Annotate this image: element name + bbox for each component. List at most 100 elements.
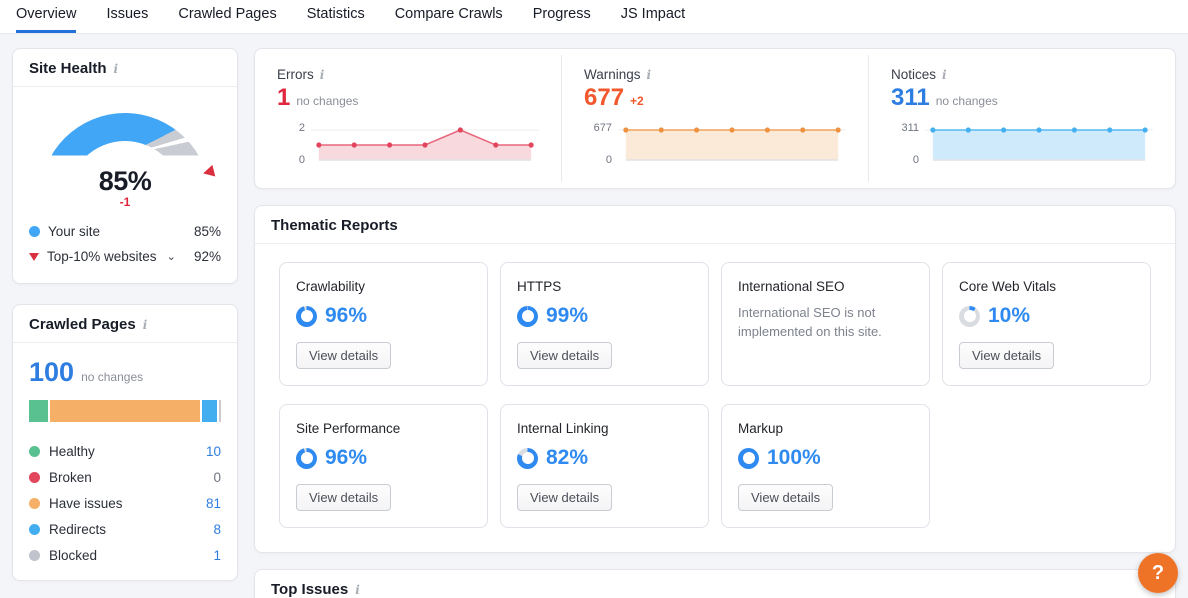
warnings-ymax-label: 677 (593, 122, 612, 134)
errors-trend-chart[interactable] (311, 122, 539, 166)
notices-label[interactable]: Notices (891, 67, 937, 82)
notices-count[interactable]: 311 (891, 84, 930, 111)
site-health-title: Site Health (29, 60, 107, 77)
warnings-section: Warnings i 677 +2 677 0 (561, 55, 868, 182)
info-icon[interactable]: i (113, 61, 119, 76)
healthy-value[interactable]: 10 (205, 443, 221, 459)
tab-overview[interactable]: Overview (16, 0, 77, 33)
international-seo-note: International SEO is not implemented on … (738, 305, 882, 339)
issues-summary-card: Errors i 1 no changes 2 0 Warnings (254, 48, 1176, 189)
info-icon[interactable]: i (355, 582, 360, 597)
notices-ymax-label: 311 (901, 122, 919, 134)
bar-segment-have-issues[interactable] (49, 400, 201, 422)
progress-ring-icon (517, 305, 538, 327)
thematic-card-title: Internal Linking (517, 421, 609, 436)
healthy-label: Healthy (49, 443, 95, 459)
tab-js-impact[interactable]: JS Impact (620, 6, 686, 22)
view-details-button[interactable]: View details (738, 484, 834, 511)
thematic-card-title: Markup (738, 421, 784, 436)
thematic-score: 99% (546, 304, 589, 327)
bar-segment-blocked[interactable] (219, 400, 221, 422)
top-issues-title: Top Issues (271, 581, 349, 598)
legend-your-site: Your site 85% (29, 219, 221, 244)
notices-section: Notices i 311 no changes 311 0 (868, 55, 1175, 182)
thematic-card-title: Core Web Vitals (959, 279, 1057, 294)
warnings-count[interactable]: 677 (584, 84, 625, 111)
crawled-pages-title: Crawled Pages (29, 316, 136, 333)
view-details-button[interactable]: View details (517, 342, 613, 369)
site-health-score: 85% (98, 166, 152, 196)
errors-section: Errors i 1 no changes 2 0 (255, 55, 561, 182)
thematic-reports-card: Thematic Reports Crawlability 96% View d… (254, 205, 1176, 553)
thematic-score: 100% (767, 446, 821, 469)
view-details-button[interactable]: View details (296, 342, 392, 369)
tab-issues[interactable]: Issues (106, 6, 149, 22)
legend-broken: Broken 0 (29, 464, 221, 490)
warnings-change: +2 (630, 94, 644, 108)
info-icon[interactable]: i (142, 317, 148, 332)
notices-trend-chart[interactable] (925, 122, 1153, 166)
view-details-button[interactable]: View details (959, 342, 1055, 369)
have-issues-dot-icon (29, 497, 40, 509)
notices-change: no changes (935, 94, 998, 108)
progress-ring-icon (738, 447, 759, 469)
bar-segment-redirects[interactable] (202, 400, 218, 422)
top10-triangle-icon (29, 252, 39, 261)
crawled-pages-bar[interactable] (29, 400, 221, 422)
legend-blocked: Blocked 1 (29, 542, 221, 568)
blocked-value[interactable]: 1 (213, 547, 221, 563)
errors-label[interactable]: Errors (277, 67, 314, 82)
legend-top10-websites[interactable]: Top-10% websites ⌄ 92% (29, 244, 221, 269)
notices-ymin-label: 0 (912, 154, 919, 166)
tab-compare-crawls[interactable]: Compare Crawls (394, 6, 503, 22)
top10-label: Top-10% websites (47, 249, 157, 264)
crawled-pages-change: no changes (81, 370, 144, 384)
info-icon[interactable]: i (319, 67, 325, 82)
thematic-card-crawlability: Crawlability 96% View details (279, 262, 488, 386)
thematic-card-title: HTTPS (517, 279, 562, 294)
thematic-card-internal-linking: Internal Linking 82% View details (500, 404, 709, 528)
view-details-button[interactable]: View details (296, 484, 392, 511)
bar-segment-healthy[interactable] (29, 400, 48, 422)
tab-statistics[interactable]: Statistics (306, 6, 365, 22)
top-issues-card: Top Issues i (254, 569, 1176, 598)
have-issues-value[interactable]: 81 (205, 495, 221, 511)
legend-have-issues: Have issues 81 (29, 490, 221, 516)
healthy-dot-icon (29, 445, 40, 457)
thematic-card-international-seo: International SEO International SEO is n… (721, 262, 930, 386)
site-health-card: Site Health i 85% -1 Your site 85% (12, 48, 238, 284)
redirects-value[interactable]: 8 (213, 521, 221, 537)
info-icon[interactable]: i (942, 67, 947, 82)
broken-value: 0 (213, 469, 221, 485)
thematic-score: 82% (546, 446, 589, 469)
tab-progress[interactable]: Progress (532, 6, 591, 22)
warnings-trend-chart[interactable] (618, 122, 846, 166)
site-health-gauge-area: 85% -1 (40, 113, 216, 209)
legend-redirects: Redirects 8 (29, 516, 221, 542)
your-site-label: Your site (48, 224, 101, 239)
view-details-button[interactable]: View details (517, 484, 613, 511)
warnings-label[interactable]: Warnings (584, 67, 641, 82)
thematic-reports-title: Thematic Reports (271, 217, 398, 234)
thematic-score: 96% (325, 446, 368, 469)
your-site-dot-icon (29, 226, 40, 237)
warnings-ymin-label: 0 (605, 154, 612, 166)
top10-value: 92% (193, 249, 221, 264)
thematic-card-title: Site Performance (296, 421, 401, 436)
blocked-dot-icon (29, 549, 40, 561)
progress-ring-icon (296, 305, 317, 327)
redirects-dot-icon (29, 523, 40, 535)
thematic-score: 96% (325, 304, 368, 327)
help-button[interactable]: ? (1138, 553, 1178, 593)
errors-count[interactable]: 1 (277, 84, 291, 111)
have-issues-label: Have issues (49, 495, 123, 511)
thematic-card-markup: Markup 100% View details (721, 404, 930, 528)
crawled-pages-total[interactable]: 100 (29, 357, 75, 387)
thematic-card-title: International SEO (738, 279, 845, 294)
progress-ring-icon (959, 305, 980, 327)
broken-label: Broken (49, 469, 92, 485)
tab-crawled-pages[interactable]: Crawled Pages (178, 6, 277, 22)
errors-change: no changes (296, 94, 359, 108)
info-icon[interactable]: i (646, 67, 652, 82)
chevron-down-icon[interactable]: ⌄ (166, 251, 176, 263)
